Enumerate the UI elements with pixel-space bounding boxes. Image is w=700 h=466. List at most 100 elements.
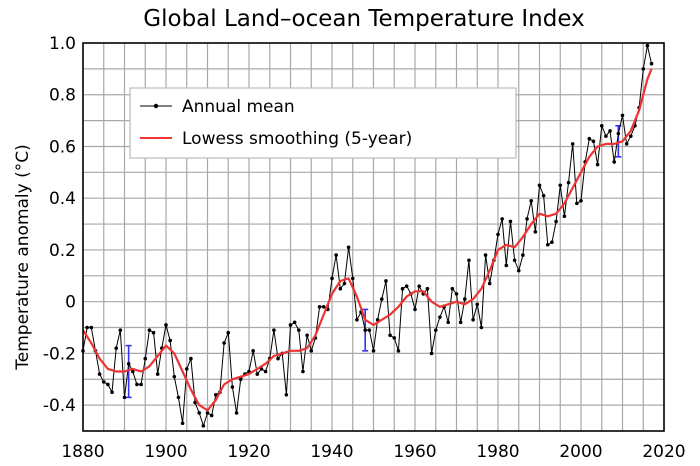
annual-mean-point [214,392,218,397]
annual-mean-point [180,421,185,426]
annual-mean-point [297,328,301,332]
annual-mean-point [550,240,554,244]
y-tick-label: 0 [65,293,76,313]
annual-mean-point [346,245,351,250]
annual-mean-point [467,258,471,263]
annual-mean-point [172,374,177,379]
annual-mean-point [380,297,384,301]
y-axis-label: Temperature anomaly (°C) [13,144,33,370]
x-tick-label: 2000 [559,442,602,462]
annual-mean-point [429,351,434,356]
annual-mean-point [143,356,148,361]
annual-mean-point [558,183,563,188]
y-tick-label: 0.4 [49,189,76,209]
annual-mean-point [338,286,343,291]
annual-mean-point [176,395,181,400]
x-tick-label: 1940 [310,442,353,462]
annual-mean-point [649,61,654,66]
annual-mean-point [155,372,160,376]
annual-mean-point [168,338,172,343]
annual-mean-point [417,284,421,288]
annual-mean-point [89,325,94,330]
annual-mean-point [599,123,604,128]
annual-mean-point [367,328,372,332]
annual-mean-point [620,113,625,118]
annual-mean-point [321,305,326,309]
annual-mean-point [371,349,376,353]
annual-mean-point [562,214,567,219]
annual-mean-point [525,217,529,221]
annual-mean-point [151,330,156,335]
annual-mean-point [508,219,513,224]
annual-mean-point [238,377,243,382]
annual-mean-point [512,258,517,263]
annual-mean-point [483,253,488,257]
annual-mean-point [201,424,206,428]
annual-mean-point [537,183,542,188]
annual-mean-point [413,307,417,312]
annual-mean-point [487,281,492,286]
annual-mean-point [317,305,322,309]
annual-mean-point [101,380,106,384]
y-tick-label: 0.2 [49,241,76,261]
annual-mean-point [616,131,621,136]
annual-mean-point [205,411,210,415]
annual-mean-point [396,349,401,353]
annual-mean-point [234,411,239,415]
annual-mean-point [126,361,131,366]
annual-mean-point [521,253,525,257]
annual-mean-point [255,372,260,376]
annual-mean-point [479,325,484,330]
annual-mean-point [554,219,558,224]
plot-frame [82,42,665,432]
annual-mean-point [546,242,550,247]
annual-mean-point [131,369,135,374]
annual-mean-point [541,193,546,198]
legend-box [129,87,517,159]
annual-mean-point [579,198,583,203]
annual-mean-line [82,45,652,428]
error-bar [125,344,132,399]
x-tick-label: 1900 [144,442,187,462]
annual-mean-point [355,317,359,322]
chart-title: Global Land–ocean Temperature Index [143,6,584,32]
annual-mean-point [305,333,309,338]
annual-mean-point [263,369,268,374]
annual-mean-point [135,382,139,387]
annual-mean-point [475,302,480,307]
annual-mean-point [251,349,255,353]
annual-mean-point [193,400,197,405]
axis-ticks: 1880 1900 1920 1940 1960 1980 2000 2020 -0.4 -0.2… [43,34,686,462]
annual-mean-point [122,395,127,400]
annual-mean-point [575,201,579,206]
annual-mean-point [164,323,168,327]
annual-mean-point [624,142,629,146]
annual-mean-point [189,356,193,361]
annual-mean-point [400,286,405,291]
annual-mean-point [284,392,289,397]
annual-mean-point [604,134,608,138]
annual-mean-point [230,385,235,389]
annual-mean-point [450,286,455,291]
annual-mean-point [529,198,533,203]
annual-mean-point [496,232,500,237]
annual-mean-point [500,217,504,221]
annual-mean-point [184,367,189,371]
annual-mean-point [533,230,538,234]
annual-mean-point [446,320,451,325]
annual-mean-point [516,268,521,273]
annual-mean-point [404,284,409,288]
annual-mean-point [147,328,152,332]
annual-mean-point [608,129,612,133]
annual-mean-point [388,333,392,338]
annual-mean-point [288,323,293,327]
annual-mean-point [97,372,102,376]
legend-annual-mean-marker [153,103,159,109]
annual-mean-point [458,320,463,325]
annual-mean-point [350,276,355,281]
lowess-smoothing-line [82,68,653,412]
annual-mean-point [463,297,467,301]
legend-lowess-label: Lowess smoothing (5-year) [182,129,412,149]
annual-mean-point [425,286,430,291]
